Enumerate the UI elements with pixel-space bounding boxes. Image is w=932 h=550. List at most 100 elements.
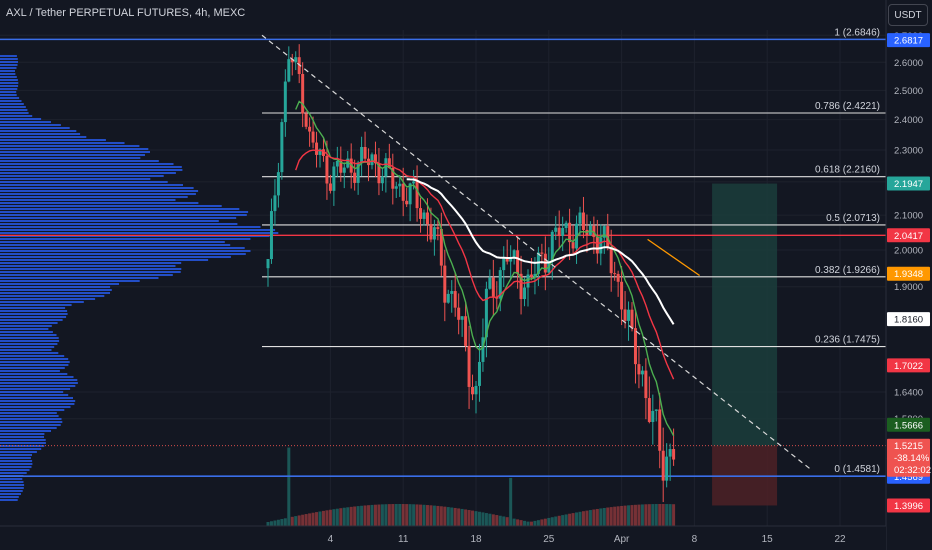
price-tick-label: 1.6400 — [894, 388, 923, 399]
volume-profile-bar — [0, 430, 51, 432]
volume-profile-bar — [0, 97, 20, 99]
candle-body — [602, 226, 606, 238]
volume-bar — [571, 513, 575, 526]
candle-body — [294, 57, 298, 63]
candle-body — [498, 270, 502, 299]
candle-body — [280, 122, 284, 173]
volume-profile-bar — [0, 193, 196, 195]
candle-body — [595, 237, 599, 254]
volume-bar — [578, 511, 582, 526]
price-label-text: 1.4569 — [894, 472, 923, 483]
candle-body — [315, 142, 319, 155]
volume-bar — [405, 504, 409, 526]
volume-bar — [325, 510, 329, 526]
candle-body — [581, 212, 585, 230]
volume-profile-bar — [0, 55, 17, 57]
volume-profile-bar — [0, 289, 112, 291]
volume-bar — [616, 506, 620, 526]
candle-body — [419, 208, 423, 219]
last-price-text: 1.5215 — [894, 441, 923, 452]
volume-bar — [509, 477, 513, 526]
volume-profile-bar — [0, 352, 59, 354]
volume-bar — [287, 447, 291, 526]
volume-profile-bar — [0, 133, 81, 135]
volume-bar — [422, 504, 426, 526]
volume-bar — [557, 515, 561, 526]
volume-profile-bar — [0, 310, 68, 312]
volume-profile-bar — [0, 121, 51, 123]
candle-body — [339, 160, 343, 173]
candle-body — [405, 200, 409, 205]
volume-profile-bar — [0, 220, 219, 222]
volume-profile-bar — [0, 247, 245, 249]
volume-profile-bar — [0, 259, 209, 261]
volume-bar — [346, 507, 350, 526]
volume-bar — [439, 506, 443, 526]
volume-profile-bar — [0, 187, 194, 189]
volume-bar — [301, 514, 305, 526]
candle-body — [384, 158, 388, 177]
candle-body — [453, 291, 457, 308]
volume-profile-bar — [0, 223, 238, 225]
volume-profile-bar — [0, 73, 16, 75]
volume-profile-bar — [0, 457, 31, 459]
volume-profile-bar — [0, 412, 57, 414]
volume-bar — [658, 504, 662, 526]
volume-profile-bar — [0, 382, 78, 384]
price-label-text: 1.8160 — [894, 315, 923, 326]
volume-profile-bar — [0, 160, 159, 162]
volume-bar — [342, 507, 346, 526]
candle-body — [519, 273, 523, 300]
volume-bar — [668, 504, 672, 526]
candle-body — [668, 449, 672, 457]
candle-body — [370, 154, 374, 166]
price-tick-label: 2.3000 — [894, 146, 923, 157]
last-price-text: -38.14% — [894, 453, 930, 464]
candle-body — [665, 456, 669, 481]
candle-body — [460, 316, 464, 320]
currency-button[interactable]: USDT — [888, 4, 928, 26]
volume-profile-bar — [0, 217, 237, 219]
candle-body — [658, 409, 662, 451]
time-tick-label: 11 — [398, 534, 409, 545]
volume-bar — [391, 504, 395, 526]
candle-body — [380, 176, 384, 184]
volume-profile-bar — [0, 286, 111, 288]
volume-bar — [481, 512, 485, 526]
price-label-text: 1.9348 — [894, 269, 923, 280]
candle-body — [512, 250, 516, 258]
candle-body — [353, 172, 357, 183]
candle-body — [422, 212, 426, 219]
fib-level-label: 0 (1.4581) — [834, 464, 880, 475]
candle-body — [481, 337, 485, 362]
candle-body — [308, 126, 312, 132]
volume-bar — [280, 519, 284, 526]
candle-body — [360, 146, 364, 163]
volume-bar — [332, 509, 336, 526]
candle-body — [578, 212, 582, 224]
volume-bar — [443, 506, 447, 526]
volume-bar — [304, 514, 308, 526]
volume-profile-bar — [0, 433, 45, 435]
volume-profile-bar — [0, 100, 22, 102]
volume-bar — [315, 512, 319, 526]
price-label-text: 1.5666 — [894, 420, 923, 431]
volume-profile-bar — [0, 208, 240, 210]
volume-bar — [637, 504, 641, 526]
volume-profile-bar — [0, 151, 150, 153]
volume-profile-bar — [0, 283, 119, 285]
fib-level-label: 0.382 (1.9266) — [815, 265, 880, 276]
volume-profile-bar — [0, 64, 18, 66]
candle-body — [502, 257, 506, 271]
volume-bar — [620, 505, 624, 526]
volume-bar — [633, 504, 637, 526]
candle-body — [415, 181, 419, 209]
candle-body — [304, 113, 308, 127]
volume-profile-bar — [0, 403, 75, 405]
volume-bar — [360, 505, 364, 526]
candle-body — [640, 370, 644, 375]
volume-profile-bar — [0, 418, 62, 420]
candle-body — [599, 237, 603, 254]
volume-profile-bar — [0, 256, 231, 258]
